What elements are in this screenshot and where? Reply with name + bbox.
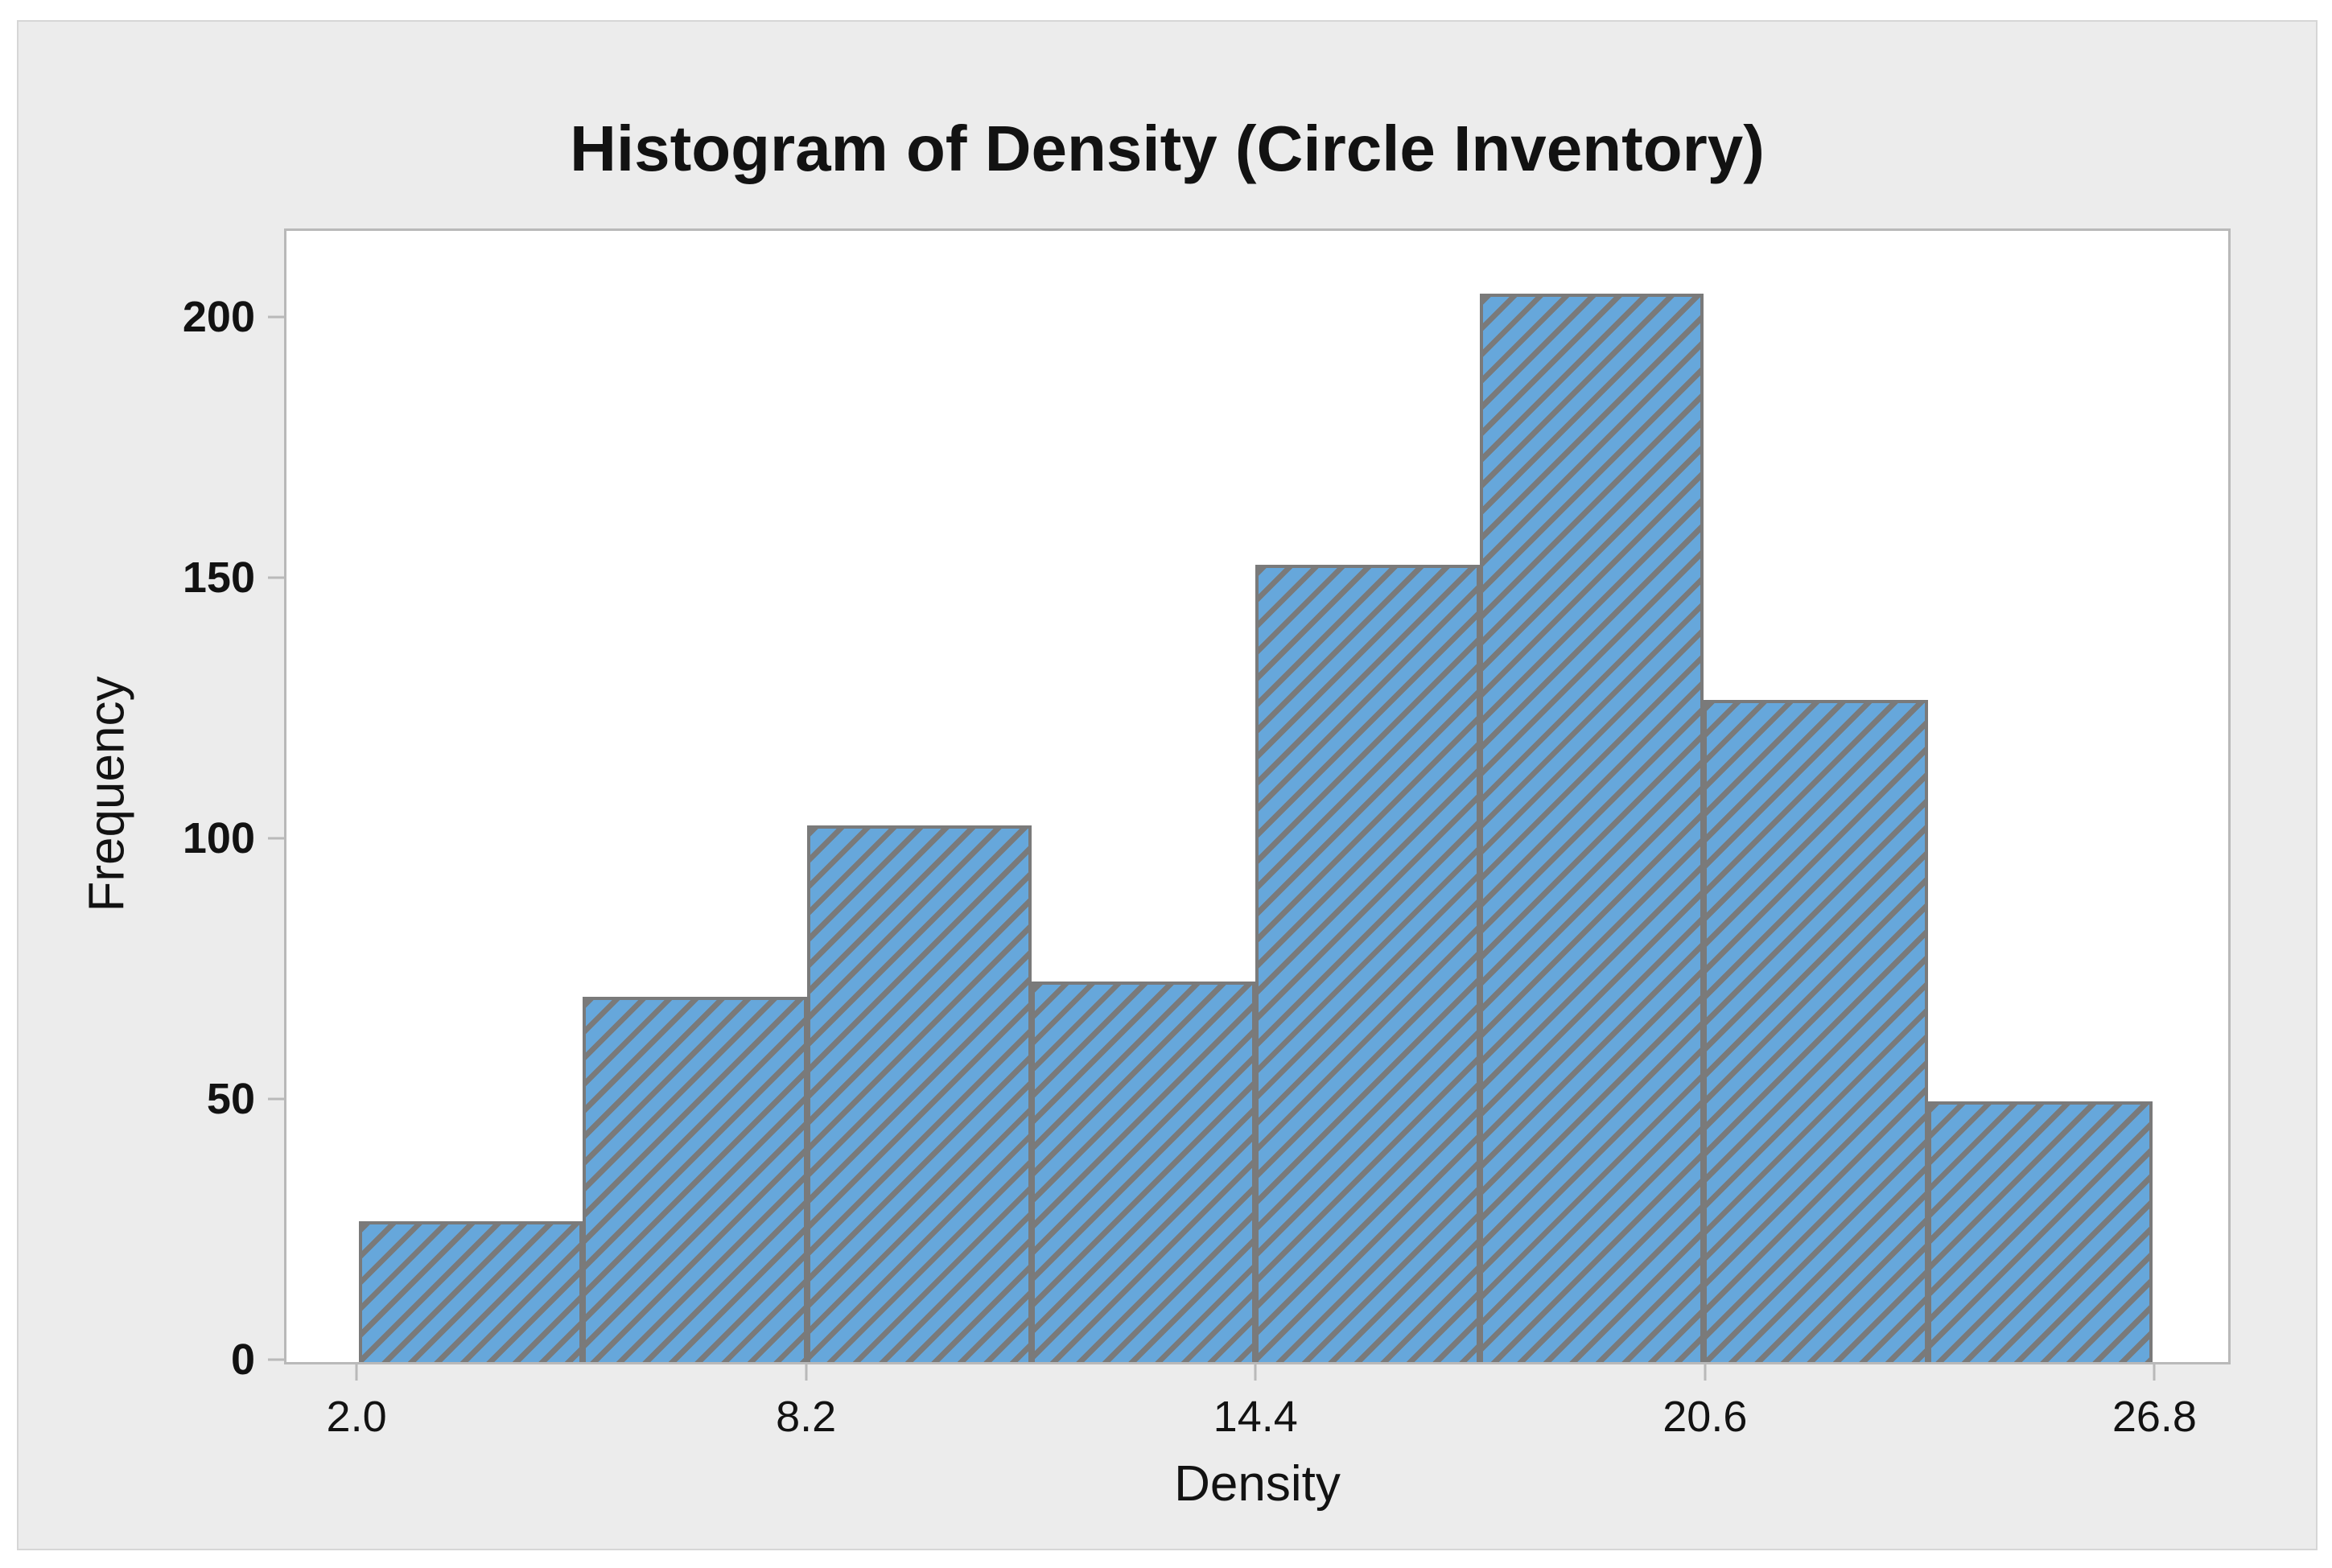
y-axis-title: Frequency — [79, 676, 135, 912]
y-tick-label: 150 — [182, 554, 255, 603]
y-tick-mark — [268, 315, 284, 319]
chart-title: Histogram of Density (Circle Inventory) — [570, 113, 1765, 184]
y-tick-label: 50 — [206, 1075, 255, 1124]
histogram-bars-layer — [286, 231, 2228, 1362]
x-axis: 2.0 8.2 14.4 20.6 26.8 — [284, 1364, 2231, 1485]
x-axis-title: Density — [1174, 1456, 1341, 1512]
x-tick-label: 8.2 — [776, 1393, 837, 1441]
histogram-bar — [1479, 293, 1704, 1362]
x-tick-label: 2.0 — [326, 1393, 387, 1441]
graph-panel: Histogram of Density (Circle Inventory) … — [17, 20, 2318, 1550]
y-tick-mark — [268, 837, 284, 840]
histogram-bar — [1928, 1101, 2153, 1362]
histogram-bar — [358, 1221, 583, 1362]
histogram-bar — [1255, 564, 1480, 1362]
histogram-bar — [583, 997, 808, 1362]
y-tick-mark — [268, 576, 284, 579]
y-tick-label: 200 — [182, 293, 255, 342]
histogram-bar — [1031, 982, 1256, 1362]
y-tick-label: 100 — [182, 814, 255, 863]
plot-area — [284, 228, 2231, 1364]
y-tick-label: 0 — [230, 1335, 255, 1384]
x-tick-mark — [2153, 1364, 2156, 1381]
y-tick-mark — [268, 1097, 284, 1101]
x-tick-mark — [355, 1364, 358, 1381]
x-tick-mark — [1704, 1364, 1707, 1381]
y-tick-mark — [268, 1358, 284, 1361]
x-tick-mark — [1254, 1364, 1257, 1381]
x-tick-label: 20.6 — [1662, 1393, 1748, 1441]
x-tick-mark — [805, 1364, 808, 1381]
histogram-bar — [807, 825, 1032, 1362]
y-axis: 0 50 100 150 200 — [19, 228, 284, 1381]
x-tick-label: 26.8 — [2112, 1393, 2197, 1441]
histogram-bar — [1704, 700, 1929, 1362]
x-tick-label: 14.4 — [1213, 1393, 1298, 1441]
